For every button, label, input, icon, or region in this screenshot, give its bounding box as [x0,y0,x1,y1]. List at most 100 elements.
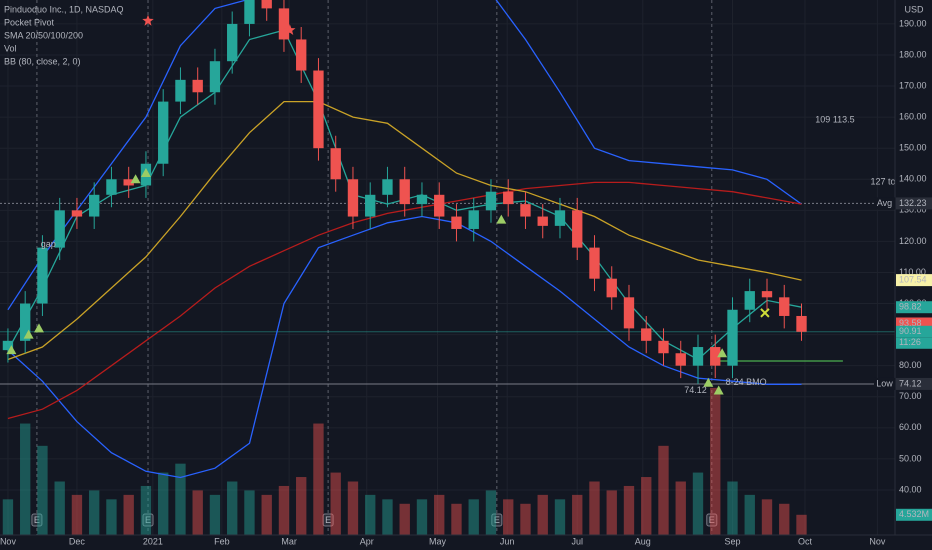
candle-body [554,210,566,226]
candle-body [2,340,14,351]
candle-body [347,179,359,217]
candle-body [175,79,186,102]
x-tick-label: Nov [0,536,16,546]
x-tick-label: Nov [869,536,886,546]
y-tick-label: 180.00 [899,49,927,59]
volume-bar [313,423,324,535]
volume-bar [192,490,203,535]
candle-body [761,291,773,298]
pivot-marker [130,174,141,184]
price-tag-value: 98.82 [899,302,922,312]
x-tick-label: Jun [500,536,515,546]
candle-body [382,179,393,195]
volume-bar [2,499,14,535]
countdown-box [896,337,932,349]
x-tick-label: May [429,536,447,546]
event-label: E [709,515,715,525]
level-value: 132.23 [899,198,927,208]
volume-bar [296,477,307,535]
axes: 40.0050.0060.0070.0080.0090.00100.00110.… [0,18,932,546]
pivot-marker [496,214,507,224]
volume-bar [434,494,445,535]
level-value: 74.12 [899,378,922,388]
candle-body [606,278,617,298]
candle-body [744,291,755,310]
volume-bar [468,499,479,535]
level-name-box [874,377,895,390]
volume-bar [692,472,704,535]
candle-body [503,191,514,205]
volume-bar [227,481,238,535]
candle-body [641,328,652,341]
x-tick-label: Jul [571,536,583,546]
event-icon [322,513,334,527]
annotation: 74.12 [684,385,707,395]
volume-bar [106,499,117,535]
candle-body [658,340,669,354]
volume-tag-label: 4.532M [899,509,929,519]
candle-body [623,297,635,329]
price-tag-value: 93.58 [899,318,922,328]
pivot-marker [23,329,34,339]
cross-marker [760,308,770,318]
price-tag [896,301,932,314]
volume-bar [365,494,376,535]
volume-bar [675,481,686,535]
annotation: 127 to 1 [871,177,904,187]
price-tag [896,325,932,338]
candle-body [365,194,376,217]
legend-item: BB (80, close, 2, 0) [4,56,81,66]
candle-body [313,70,324,149]
event-label: E [325,515,331,525]
pivot-marker [140,168,151,178]
candle-body [54,210,65,248]
candle-body [710,347,721,366]
y-tick-label: 120.00 [899,236,927,246]
volume-bar [485,490,497,535]
volume-bar [330,472,341,535]
pivot-marker [703,377,714,387]
volume-bar [123,494,134,535]
candle-body [692,347,704,366]
level-tag [896,377,932,390]
annotation: gap [41,239,56,249]
candle-body [227,23,238,62]
candle-body [399,179,410,205]
legend-item: Pocket Pivot [4,17,55,27]
volume-bar [744,494,755,535]
candle-body [416,194,428,205]
volume-bar [589,481,600,535]
x-tick-label: Apr [360,536,374,546]
level-tag [896,197,932,210]
price-tag-value: 107.54 [899,274,927,284]
indicator-line [7,100,802,361]
volume-bar [20,423,31,535]
candle-body [485,191,497,211]
volume-bar [54,481,65,535]
candle-body [330,148,341,180]
x-tick-label: Sep [724,536,740,546]
event-label: E [34,515,40,525]
pivot-marker [717,348,728,358]
price-tag [896,274,932,287]
countdown: 11:26 [899,337,921,347]
y-tick-label: 110.00 [899,267,926,277]
candle-body [675,353,686,366]
y-tick-label: 170.00 [899,80,927,90]
candle-body [89,194,100,217]
volume-bar [641,477,652,535]
volume-bar [37,445,48,535]
x-tick-label: Aug [635,536,651,546]
volume-bar [779,503,790,535]
candle-body [468,210,479,229]
candle-body [106,179,117,195]
candle-body [158,101,169,164]
y-tick-label: 80.00 [899,360,922,370]
event-icon [491,513,503,527]
volume-bar [658,445,669,535]
y-tick-label: 50.00 [899,453,922,463]
volume-bar [606,490,617,535]
candle-body [589,247,600,279]
candle-body [296,39,307,71]
